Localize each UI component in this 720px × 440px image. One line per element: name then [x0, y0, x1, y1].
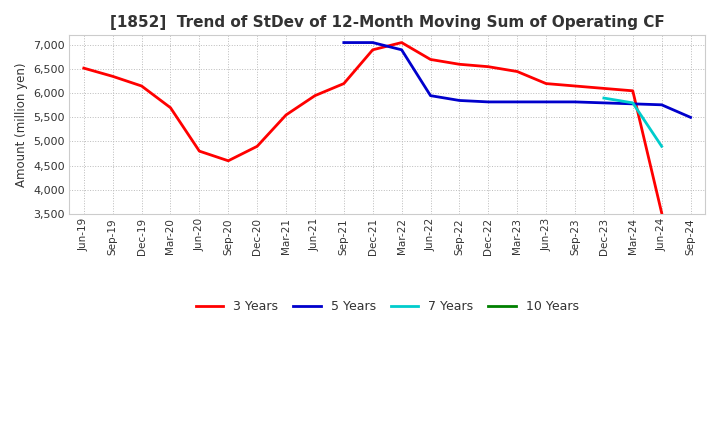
5 Years — [340, 40, 348, 45]
7 Years — [600, 95, 608, 101]
5 Years — [571, 99, 580, 105]
5 Years — [513, 99, 521, 105]
Legend: 3 Years, 5 Years, 7 Years, 10 Years: 3 Years, 5 Years, 7 Years, 10 Years — [191, 295, 584, 318]
5 Years — [657, 102, 666, 107]
5 Years — [484, 99, 492, 105]
5 Years — [686, 115, 695, 120]
3 Years — [426, 57, 435, 62]
7 Years — [629, 100, 637, 106]
5 Years — [369, 40, 377, 45]
3 Years — [138, 83, 146, 88]
3 Years — [629, 88, 637, 93]
Line: 3 Years: 3 Years — [84, 43, 662, 213]
3 Years — [224, 158, 233, 163]
5 Years — [541, 99, 550, 105]
5 Years — [600, 100, 608, 106]
3 Years — [369, 47, 377, 52]
3 Years — [340, 81, 348, 86]
3 Years — [253, 144, 261, 149]
3 Years — [513, 69, 521, 74]
Y-axis label: Amount (million yen): Amount (million yen) — [15, 62, 28, 187]
7 Years — [657, 144, 666, 149]
Title: [1852]  Trend of StDev of 12-Month Moving Sum of Operating CF: [1852] Trend of StDev of 12-Month Moving… — [109, 15, 665, 30]
Line: 7 Years: 7 Years — [604, 98, 662, 147]
3 Years — [79, 66, 88, 71]
3 Years — [600, 86, 608, 91]
3 Years — [166, 105, 175, 110]
3 Years — [484, 64, 492, 70]
5 Years — [426, 93, 435, 98]
5 Years — [397, 47, 406, 52]
3 Years — [282, 112, 290, 117]
3 Years — [541, 81, 550, 86]
3 Years — [455, 62, 464, 67]
3 Years — [109, 74, 117, 79]
5 Years — [629, 101, 637, 106]
Line: 5 Years: 5 Years — [344, 43, 690, 117]
3 Years — [571, 83, 580, 88]
3 Years — [657, 210, 666, 216]
3 Years — [397, 40, 406, 45]
3 Years — [195, 148, 204, 154]
5 Years — [455, 98, 464, 103]
3 Years — [310, 93, 319, 98]
